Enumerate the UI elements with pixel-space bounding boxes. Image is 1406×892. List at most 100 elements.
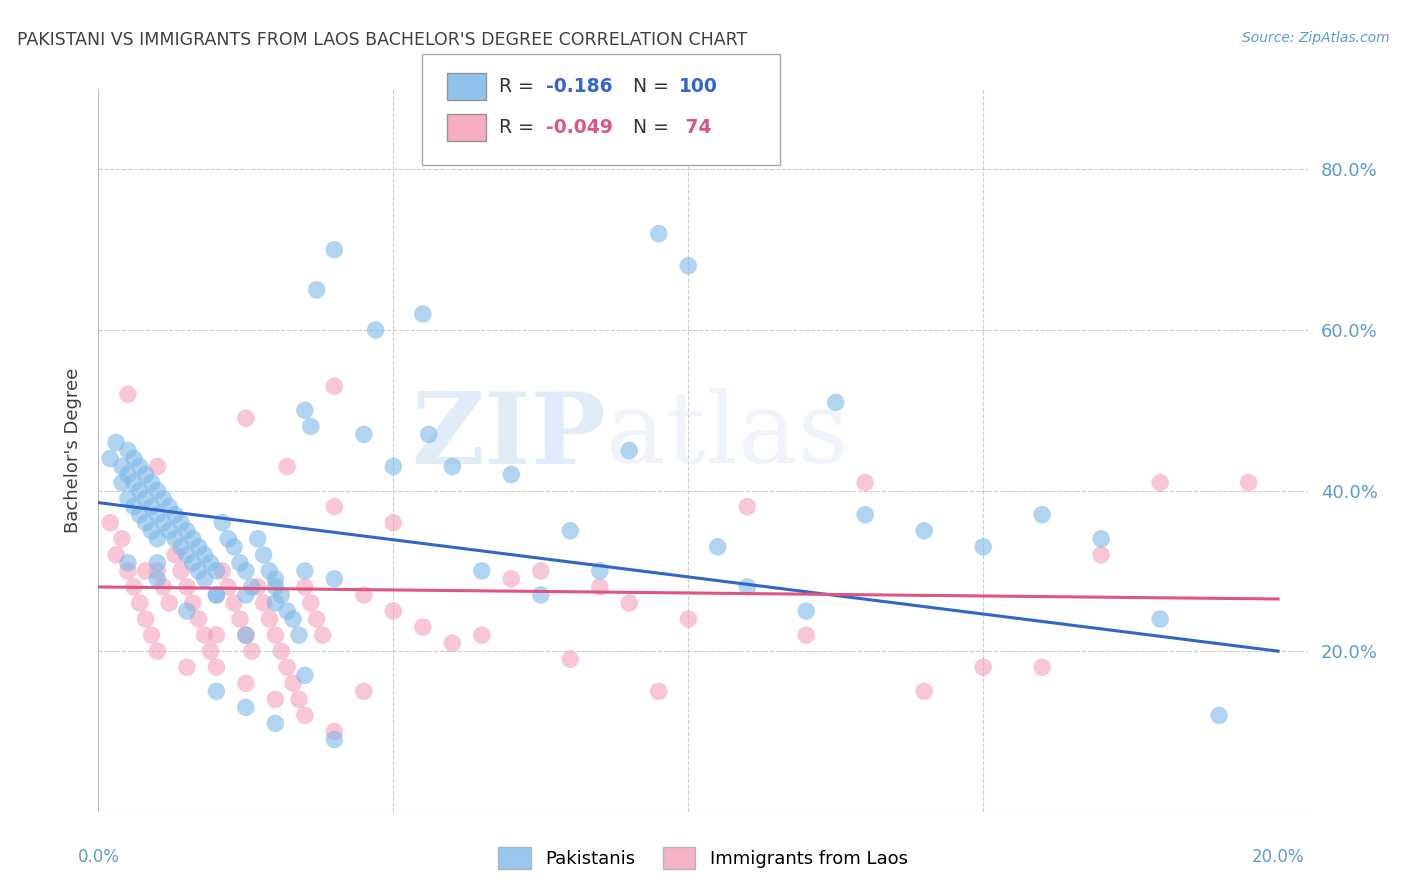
- Point: [187, 564, 209, 578]
- Text: R =: R =: [499, 118, 540, 137]
- Point: [117, 564, 139, 578]
- Point: [176, 604, 198, 618]
- Text: -0.049: -0.049: [546, 118, 613, 137]
- Y-axis label: Bachelor's Degree: Bachelor's Degree: [63, 368, 82, 533]
- Point: [323, 724, 346, 739]
- Point: [294, 580, 316, 594]
- Point: [170, 516, 193, 530]
- Point: [1237, 475, 1260, 490]
- Point: [146, 508, 169, 522]
- Point: [141, 524, 163, 538]
- Point: [235, 564, 257, 578]
- Point: [141, 475, 163, 490]
- Point: [165, 532, 187, 546]
- Text: atlas: atlas: [606, 388, 849, 483]
- Point: [200, 556, 222, 570]
- Point: [276, 604, 298, 618]
- Point: [252, 548, 274, 562]
- Point: [205, 684, 228, 698]
- Point: [471, 628, 494, 642]
- Point: [281, 612, 304, 626]
- Point: [141, 628, 163, 642]
- Point: [135, 516, 157, 530]
- Point: [853, 475, 876, 490]
- Point: [187, 612, 209, 626]
- Point: [912, 524, 935, 538]
- Point: [122, 475, 145, 490]
- Point: [152, 516, 174, 530]
- Point: [152, 491, 174, 506]
- Point: [972, 660, 994, 674]
- Point: [181, 532, 204, 546]
- Text: 74: 74: [679, 118, 711, 137]
- Point: [98, 516, 121, 530]
- Text: 100: 100: [679, 77, 718, 96]
- Point: [146, 556, 169, 570]
- Point: [176, 660, 198, 674]
- Point: [294, 403, 316, 417]
- Point: [1149, 612, 1171, 626]
- Point: [288, 692, 311, 706]
- Text: 20.0%: 20.0%: [1251, 847, 1305, 866]
- Point: [471, 564, 494, 578]
- Point: [912, 684, 935, 698]
- Point: [105, 548, 128, 562]
- Point: [135, 612, 157, 626]
- Point: [264, 580, 287, 594]
- Point: [794, 604, 817, 618]
- Point: [117, 467, 139, 482]
- Point: [176, 548, 198, 562]
- Point: [122, 451, 145, 466]
- Point: [382, 459, 405, 474]
- Point: [264, 628, 287, 642]
- Point: [972, 540, 994, 554]
- Point: [264, 692, 287, 706]
- Point: [270, 644, 292, 658]
- Point: [353, 588, 375, 602]
- Point: [240, 644, 263, 658]
- Point: [1031, 660, 1053, 674]
- Point: [305, 612, 328, 626]
- Point: [501, 572, 523, 586]
- Point: [117, 443, 139, 458]
- Point: [1031, 508, 1053, 522]
- Text: R =: R =: [499, 77, 540, 96]
- Point: [323, 500, 346, 514]
- Point: [141, 500, 163, 514]
- Point: [560, 524, 582, 538]
- Point: [530, 588, 553, 602]
- Point: [735, 580, 758, 594]
- Point: [105, 435, 128, 450]
- Point: [194, 548, 217, 562]
- Point: [294, 668, 316, 682]
- Point: [98, 451, 121, 466]
- Point: [235, 628, 257, 642]
- Point: [264, 716, 287, 731]
- Point: [235, 588, 257, 602]
- Point: [441, 636, 464, 650]
- Point: [205, 628, 228, 642]
- Point: [176, 580, 198, 594]
- Point: [235, 700, 257, 714]
- Point: [560, 652, 582, 666]
- Point: [824, 395, 846, 409]
- Point: [288, 628, 311, 642]
- Point: [111, 532, 134, 546]
- Point: [128, 459, 150, 474]
- Point: [222, 596, 245, 610]
- Point: [853, 508, 876, 522]
- Point: [323, 243, 346, 257]
- Point: [128, 508, 150, 522]
- Point: [252, 596, 274, 610]
- Point: [229, 556, 252, 570]
- Point: [276, 459, 298, 474]
- Text: PAKISTANI VS IMMIGRANTS FROM LAOS BACHELOR'S DEGREE CORRELATION CHART: PAKISTANI VS IMMIGRANTS FROM LAOS BACHEL…: [17, 31, 747, 49]
- Point: [364, 323, 387, 337]
- Text: -0.186: -0.186: [546, 77, 612, 96]
- Point: [205, 660, 228, 674]
- Point: [128, 596, 150, 610]
- Point: [235, 411, 257, 425]
- Text: Source: ZipAtlas.com: Source: ZipAtlas.com: [1241, 31, 1389, 45]
- Point: [619, 596, 641, 610]
- Point: [194, 628, 217, 642]
